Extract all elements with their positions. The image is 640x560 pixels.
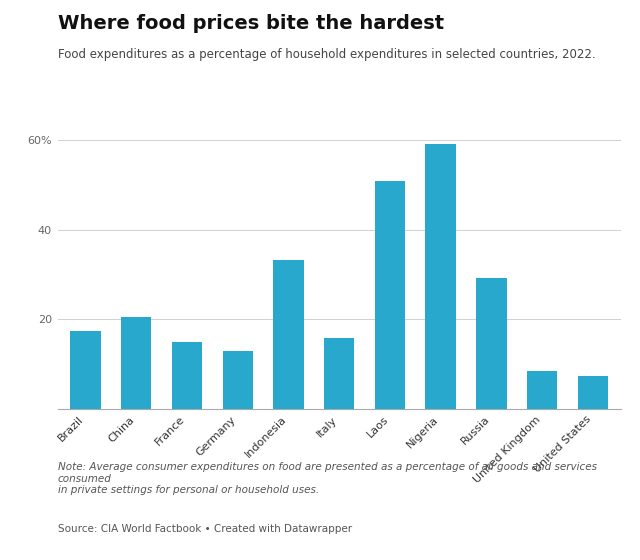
Text: Note: Average consumer expenditures on food are presented as a percentage of all: Note: Average consumer expenditures on f… xyxy=(58,462,596,495)
Bar xyxy=(273,260,304,409)
Text: Food expenditures as a percentage of household expenditures in selected countrie: Food expenditures as a percentage of hou… xyxy=(58,48,595,60)
Bar xyxy=(70,331,100,409)
Bar xyxy=(324,338,355,409)
Bar xyxy=(476,278,507,409)
Bar xyxy=(121,316,152,409)
Bar xyxy=(578,376,608,409)
Bar xyxy=(527,371,557,409)
Text: Where food prices bite the hardest: Where food prices bite the hardest xyxy=(58,14,444,33)
Bar xyxy=(374,181,405,409)
Bar xyxy=(223,351,253,409)
Text: Source: CIA World Factbook • Created with Datawrapper: Source: CIA World Factbook • Created wit… xyxy=(58,524,352,534)
Bar xyxy=(426,144,456,409)
Bar xyxy=(172,342,202,409)
